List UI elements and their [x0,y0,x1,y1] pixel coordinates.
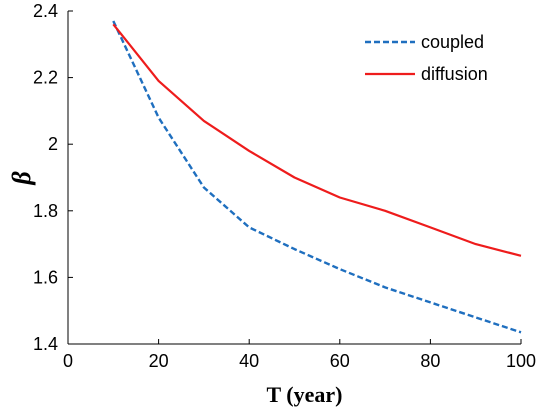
series-line-diffusion [112,23,522,257]
x-ticks: 0 20 40 60 80 100 [63,339,536,371]
legend-label-diffusion: diffusion [421,64,488,84]
y-tick-label: 1.8 [33,201,58,221]
legend-label-coupled: coupled [421,32,484,52]
x-tick-label: 60 [330,351,350,371]
y-axis-title: β [7,171,36,186]
y-ticks: 1.4 1.6 1.8 2 2.2 2.4 [33,1,73,354]
y-tick-label: 2.2 [33,68,58,88]
y-tick-label: 2.4 [33,1,58,21]
x-tick-label: 100 [506,351,536,371]
x-tick-label: 40 [239,351,259,371]
axes [67,11,521,345]
y-tick-label: 1.4 [33,334,58,354]
series-line-coupled [112,20,522,334]
x-tick-label: 80 [420,351,440,371]
y-tick-label: 2 [48,134,58,154]
x-tick-label: 20 [149,351,169,371]
series-layer [112,20,522,334]
y-tick-label: 1.6 [33,267,58,287]
x-axis-title: T (year) [267,382,343,407]
x-tick-label: 0 [63,351,73,371]
legend: coupled diffusion [365,32,488,84]
